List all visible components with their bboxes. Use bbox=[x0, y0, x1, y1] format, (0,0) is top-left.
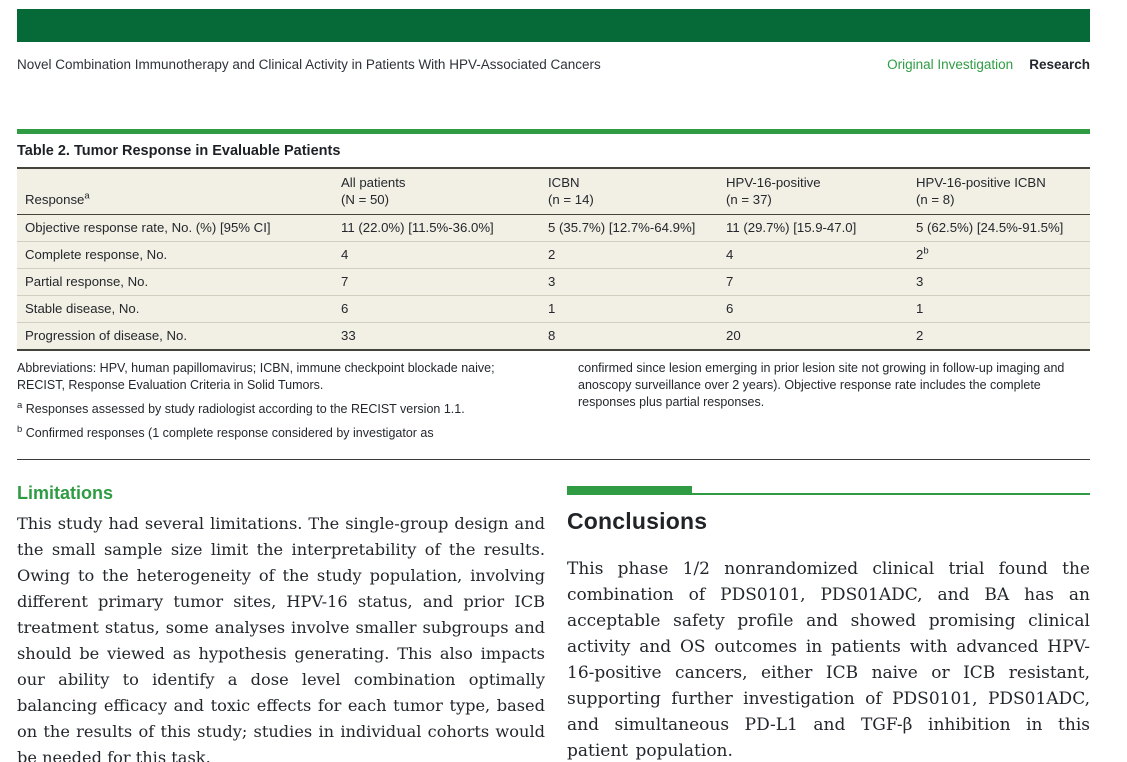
table-cell: 5 (35.7%) [12.7%-64.9%] bbox=[548, 220, 696, 235]
table-cell: 20 bbox=[718, 322, 908, 350]
table-cell: 6 bbox=[718, 295, 908, 323]
row-label: Partial response, No. bbox=[17, 268, 333, 296]
table-header-row: Responsea All patients (N = 50) ICBN (n = 14… bbox=[17, 168, 1090, 215]
table-cell: 8 bbox=[540, 322, 718, 350]
table-cell: 4 bbox=[333, 241, 540, 269]
running-head-title: Novel Combination Immunotherapy and Clin… bbox=[17, 57, 601, 72]
table-cell: 1 bbox=[908, 295, 1090, 323]
table-cell: 7 bbox=[333, 268, 540, 296]
conclusions-divider bbox=[567, 486, 1090, 495]
table-cell: 2 bbox=[908, 322, 1090, 350]
conclusions-section: Conclusions This phase 1/2 nonrandomized… bbox=[567, 483, 1090, 762]
running-head-labels: Original Investigation Research bbox=[887, 57, 1090, 72]
running-head: Novel Combination Immunotherapy and Clin… bbox=[17, 57, 1090, 72]
table-row: Partial response, No. 7 3 7 3 bbox=[17, 268, 1090, 296]
column-header: All patients (N = 50) bbox=[341, 175, 406, 207]
section-label: Research bbox=[1029, 57, 1090, 72]
column-header: Responsea bbox=[25, 190, 90, 207]
table-footnotes: Abbreviations: HPV, human papillomavirus… bbox=[17, 360, 1090, 442]
footnote: a Responses assessed by study radiologis… bbox=[17, 399, 465, 416]
table-cell: 2b bbox=[908, 241, 1090, 269]
table-cell: 5 (62.5%) [24.5%-91.5%] bbox=[916, 220, 1064, 235]
table-cell: 7 bbox=[718, 268, 908, 296]
limitations-section: Limitations This study had several limit… bbox=[17, 483, 545, 762]
section-divider-rule bbox=[17, 459, 1090, 460]
limitations-heading: Limitations bbox=[17, 483, 114, 503]
table-cell: 3 bbox=[540, 268, 718, 296]
table-body: Objective response rate, No. (%) [95% CI… bbox=[17, 215, 1090, 350]
table-cell: 2 bbox=[540, 241, 718, 269]
table-cell: 3 bbox=[908, 268, 1090, 296]
footnote: Abbreviations: HPV, human papillomavirus… bbox=[17, 361, 495, 392]
table-row: Progression of disease, No. 33 8 20 2 bbox=[17, 322, 1090, 350]
divider-thick-bar bbox=[567, 486, 692, 495]
table-row: Complete response, No. 4 2 4 2b bbox=[17, 241, 1090, 269]
category-label: Original Investigation bbox=[887, 57, 1014, 72]
row-label: Progression of disease, No. bbox=[17, 322, 333, 350]
column-header: ICBN (n = 14) bbox=[548, 175, 594, 207]
conclusions-heading: Conclusions bbox=[567, 508, 708, 534]
table-block: Table 2. Tumor Response in Evaluable Pat… bbox=[17, 129, 1090, 442]
table-row: Objective response rate, No. (%) [95% CI… bbox=[17, 215, 1090, 242]
footnotes-left-column: Abbreviations: HPV, human papillomavirus… bbox=[17, 360, 545, 442]
table-title: Table 2. Tumor Response in Evaluable Pat… bbox=[17, 143, 341, 159]
table-cell: 11 (29.7%) [15.9-47.0] bbox=[726, 220, 857, 235]
table-cell: 1 bbox=[540, 295, 718, 323]
column-header: HPV-16-positive ICBN (n = 8) bbox=[916, 175, 1046, 207]
table-cell: 33 bbox=[333, 322, 540, 350]
limitations-body: This study had several limitations. The … bbox=[17, 514, 545, 762]
table-row: Stable disease, No. 6 1 6 1 bbox=[17, 295, 1090, 323]
tumor-response-table: Responsea All patients (N = 50) ICBN (n = 14… bbox=[17, 167, 1090, 351]
footnote: confirmed since lesion emerging in prior… bbox=[578, 361, 1065, 409]
footnote: b Confirmed responses (1 complete respon… bbox=[17, 423, 434, 440]
conclusions-body: This phase 1/2 nonrandomized clinical tr… bbox=[567, 559, 1090, 761]
divider-thin-rule bbox=[692, 492, 1090, 495]
article-columns: Limitations This study had several limit… bbox=[17, 483, 1090, 762]
page-content: Novel Combination Immunotherapy and Clin… bbox=[17, 9, 1090, 762]
footnotes-right-column: confirmed since lesion emerging in prior… bbox=[578, 360, 1090, 442]
table-cell: 6 bbox=[333, 295, 540, 323]
row-label: Complete response, No. bbox=[17, 241, 333, 269]
table-cell: 11 (22.0%) [11.5%-36.0%] bbox=[341, 220, 494, 235]
row-label: Objective response rate, No. (%) [95% CI… bbox=[25, 220, 271, 235]
table-cell: 4 bbox=[718, 241, 908, 269]
top-banner-bar bbox=[17, 9, 1090, 42]
row-label: Stable disease, No. bbox=[17, 295, 333, 323]
column-header: HPV-16-positive (n = 37) bbox=[726, 175, 821, 207]
table-accent-bar bbox=[17, 129, 1090, 134]
